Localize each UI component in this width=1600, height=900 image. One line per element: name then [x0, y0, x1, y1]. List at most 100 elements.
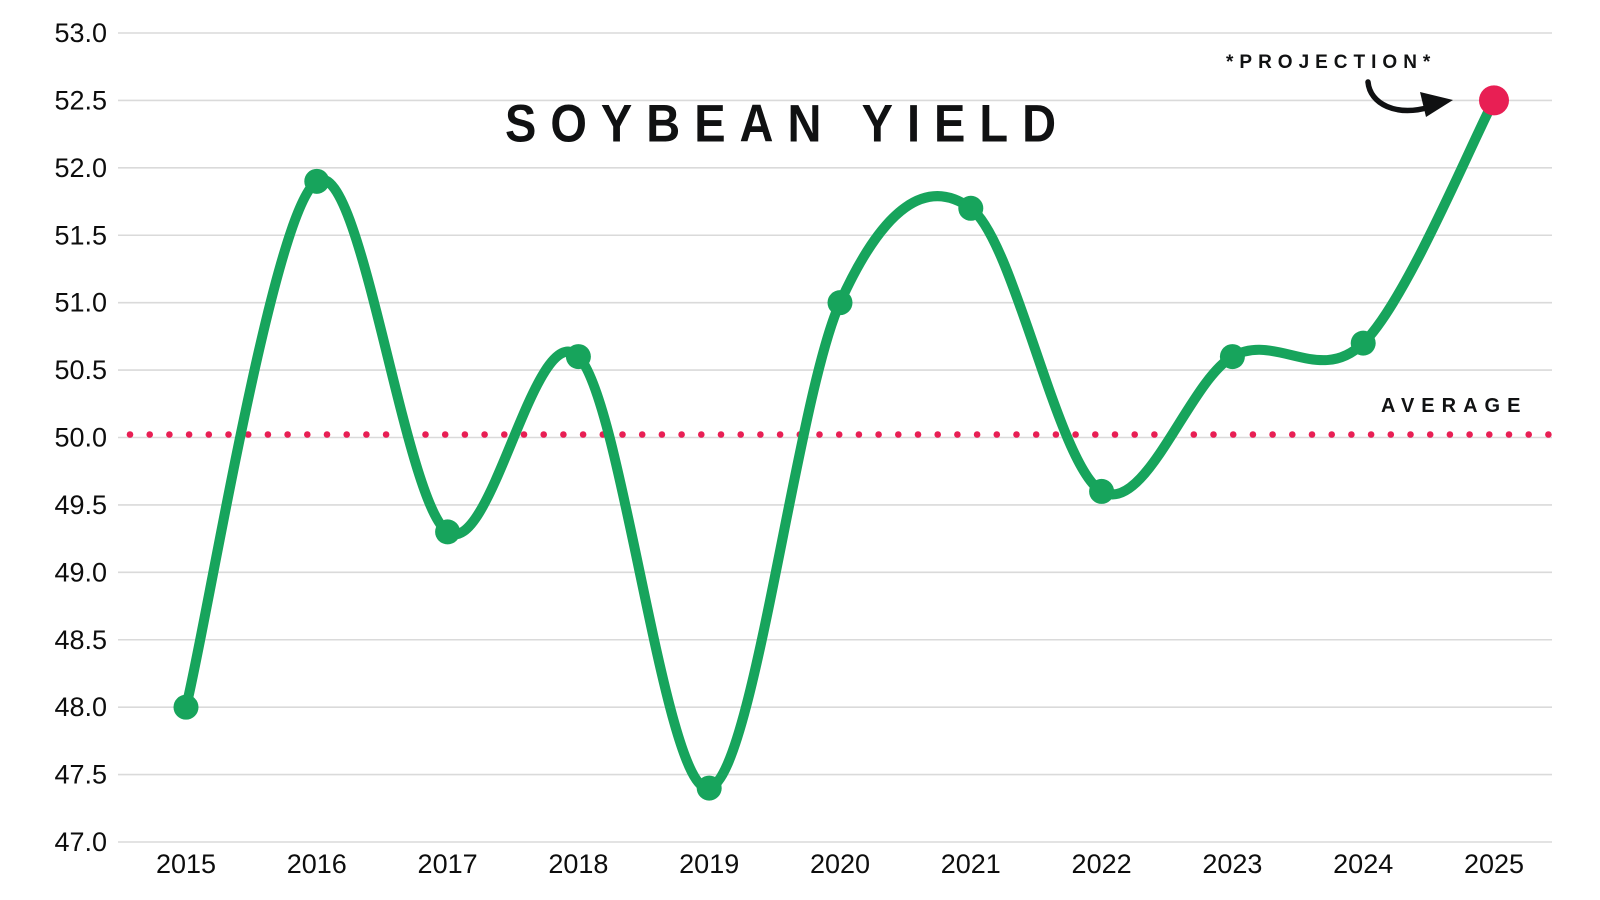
average-line-dot — [1269, 431, 1276, 438]
average-line-dot — [737, 431, 744, 438]
y-tick-label: 47.0 — [54, 827, 107, 857]
average-line-dot — [481, 431, 488, 438]
average-line-dot — [855, 431, 863, 438]
average-line-dot — [1486, 431, 1493, 438]
average-line-dot — [244, 431, 252, 438]
average-line-dot — [1151, 431, 1158, 438]
average-line-dot — [146, 431, 153, 438]
data-point — [1350, 330, 1376, 356]
axis-tick-layer: 47.0 47.5 48.0 48.5 49.0 49.5 50.0 50.5 51.0 51.5… — [54, 18, 1524, 879]
projection-arrow-icon — [1365, 79, 1453, 117]
average-line-dot — [520, 431, 528, 438]
average-line-dot — [1328, 431, 1335, 438]
data-point — [958, 195, 984, 221]
average-line-dot — [461, 431, 469, 438]
average-line-dot — [1505, 431, 1513, 438]
average-line-dot — [284, 431, 291, 438]
y-tick-label: 51.5 — [54, 220, 107, 250]
average-line-dot — [993, 431, 1001, 438]
y-tick-label: 51.0 — [54, 288, 107, 318]
average-line-dot — [166, 431, 173, 438]
average-line-dot — [698, 431, 705, 438]
y-tick-label: 49.0 — [54, 557, 107, 587]
projection-point — [1479, 85, 1509, 116]
data-point — [435, 519, 461, 545]
average-line-dot — [1348, 431, 1355, 438]
average-line-dot — [441, 431, 449, 438]
average-line-dot — [835, 431, 843, 438]
x-tick-label: 2023 — [1202, 849, 1262, 879]
x-tick-label: 2016 — [287, 849, 347, 879]
average-line-dot — [914, 431, 922, 438]
average-line-dot — [658, 431, 666, 438]
x-tick-label: 2015 — [156, 849, 216, 879]
y-tick-label: 47.5 — [54, 760, 107, 790]
y-tick-label: 49.5 — [54, 490, 107, 520]
projection-annotation: *PROJECTION* — [1226, 52, 1437, 73]
average-line-dot — [126, 431, 134, 438]
average-line-dot — [895, 431, 902, 438]
average-line-dot — [264, 431, 272, 438]
average-line-dot — [1131, 431, 1138, 438]
data-point — [1089, 478, 1115, 504]
average-line-dot — [1249, 431, 1257, 438]
x-tick-label: 2019 — [679, 849, 739, 879]
average-line-dot — [1229, 431, 1237, 438]
average-line-dot — [1013, 431, 1020, 438]
x-tick-label: 2020 — [810, 849, 870, 879]
x-tick-label: 2025 — [1464, 849, 1524, 879]
chart-title: SOYBEAN YIELD — [505, 93, 1071, 153]
y-tick-label: 48.0 — [54, 692, 107, 722]
average-line-dot — [304, 431, 311, 438]
average-line-dot — [1111, 431, 1119, 438]
average-line-dot — [776, 431, 784, 438]
average-line-layer — [126, 431, 1552, 438]
average-line-label: AVERAGE — [1381, 395, 1528, 417]
average-line-dot — [934, 431, 941, 438]
x-tick-label: 2021 — [941, 849, 1001, 879]
y-tick-label: 52.5 — [54, 85, 107, 115]
average-line-dot — [363, 431, 370, 438]
average-line-dot — [422, 431, 429, 438]
data-point — [696, 775, 722, 801]
yield-line — [181, 95, 1499, 793]
average-line-dot — [973, 431, 981, 438]
y-tick-label: 50.5 — [54, 355, 107, 385]
average-line-dot — [1052, 431, 1060, 438]
data-point — [827, 290, 853, 316]
x-tick-label: 2017 — [418, 849, 478, 879]
average-line-dot — [1407, 431, 1414, 438]
average-line-dot — [1387, 431, 1395, 438]
average-line-dot — [717, 431, 725, 438]
average-line-dot — [323, 431, 331, 438]
average-line-dot — [343, 431, 351, 438]
series-layer — [173, 85, 1509, 801]
data-point — [1219, 344, 1245, 370]
average-line-dot — [501, 431, 508, 438]
average-line-dot — [1289, 431, 1296, 438]
average-line-dot — [382, 431, 390, 438]
y-tick-label: 52.0 — [54, 153, 107, 183]
data-point — [565, 344, 591, 370]
average-line-dot — [1308, 431, 1316, 438]
average-line-dot — [1092, 431, 1099, 438]
y-tick-label: 48.5 — [54, 625, 107, 655]
average-line-dot — [1190, 431, 1198, 438]
y-tick-label: 53.0 — [54, 18, 107, 48]
x-tick-label: 2018 — [548, 849, 608, 879]
x-tick-label: 2022 — [1072, 849, 1132, 879]
grid-layer — [118, 32, 1552, 843]
average-line-dot — [225, 431, 232, 438]
data-point — [304, 168, 330, 194]
average-line-dot — [205, 431, 213, 438]
y-tick-label: 50.0 — [54, 423, 107, 453]
average-line-dot — [619, 431, 626, 438]
average-line-dot — [579, 431, 587, 438]
average-line-dot — [1426, 431, 1434, 438]
average-line-dot — [1367, 431, 1375, 438]
average-line-dot — [1032, 431, 1040, 438]
average-line-dot — [875, 431, 882, 438]
average-line-dot — [1466, 431, 1473, 438]
